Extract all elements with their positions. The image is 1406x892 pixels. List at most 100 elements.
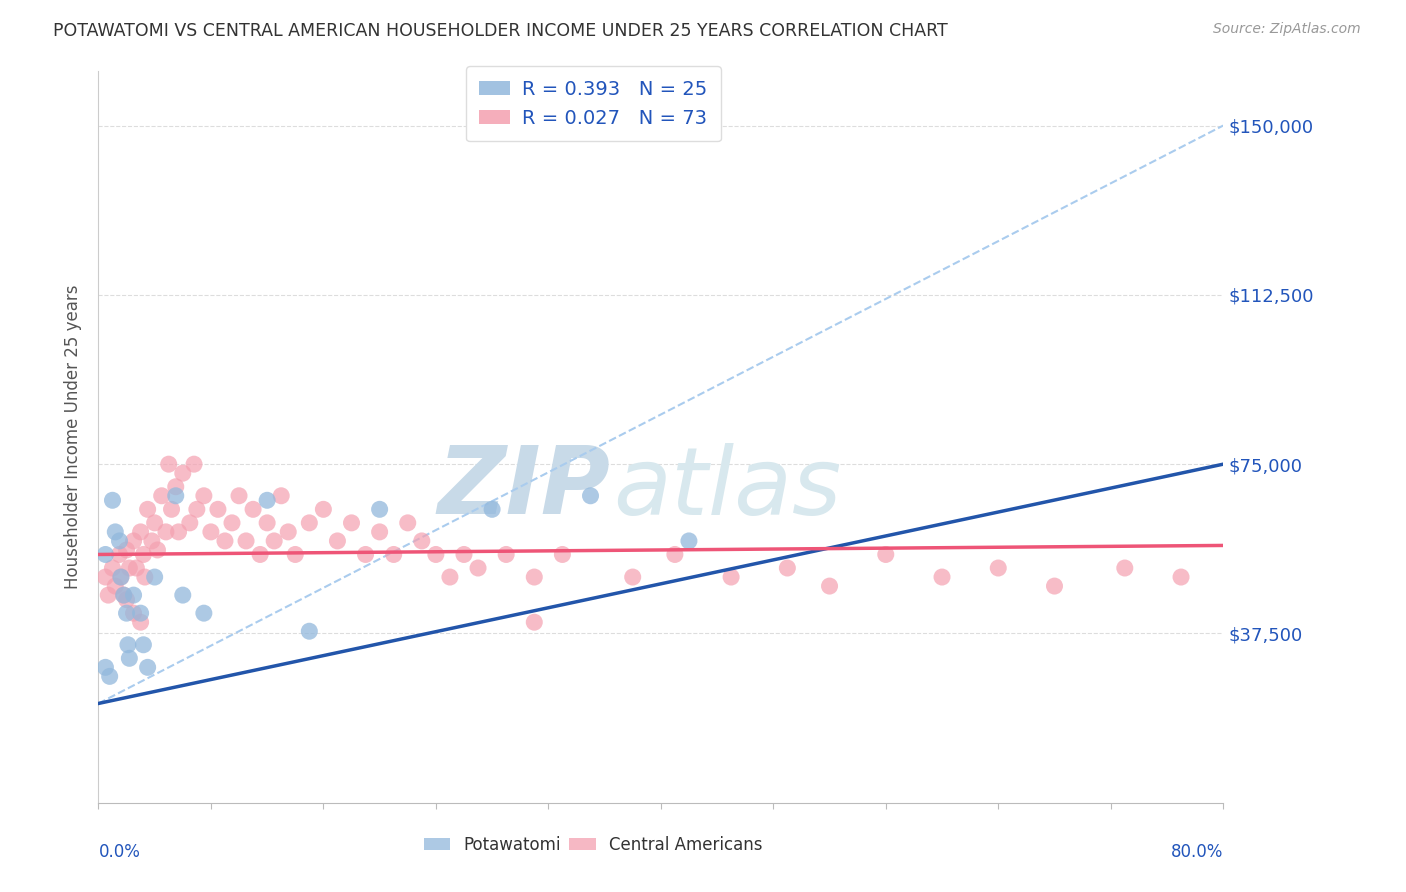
Point <box>183 457 205 471</box>
Point <box>108 548 131 562</box>
Point <box>678 533 700 548</box>
Point <box>312 502 335 516</box>
Point <box>579 489 602 503</box>
Point <box>221 516 243 530</box>
Point <box>115 592 138 607</box>
Point <box>249 548 271 562</box>
Point <box>143 516 166 530</box>
Point <box>112 588 135 602</box>
Point <box>117 638 139 652</box>
Point <box>94 548 117 562</box>
Point <box>298 516 321 530</box>
Point <box>97 588 120 602</box>
Point <box>551 548 574 562</box>
Point <box>122 588 145 602</box>
Point <box>207 502 229 516</box>
Point <box>776 561 799 575</box>
Point <box>165 489 187 503</box>
Point <box>110 570 132 584</box>
Point <box>495 548 517 562</box>
Point <box>1170 570 1192 584</box>
Point <box>125 561 148 575</box>
Point <box>157 457 180 471</box>
Point <box>132 638 155 652</box>
Point <box>326 533 349 548</box>
Point <box>720 570 742 584</box>
Point <box>664 548 686 562</box>
Point <box>200 524 222 539</box>
Point <box>298 624 321 639</box>
Point <box>256 493 278 508</box>
Point <box>98 669 121 683</box>
Point <box>523 570 546 584</box>
Point <box>172 588 194 602</box>
Point <box>411 533 433 548</box>
Point <box>118 561 141 575</box>
Point <box>160 502 183 516</box>
Point <box>875 548 897 562</box>
Point <box>396 516 419 530</box>
Point <box>621 570 644 584</box>
Point <box>467 561 489 575</box>
Point <box>108 533 131 548</box>
Point <box>129 615 152 630</box>
Point <box>368 502 391 516</box>
Point <box>425 548 447 562</box>
Point <box>193 606 215 620</box>
Point <box>94 660 117 674</box>
Point <box>101 493 124 508</box>
Point <box>931 570 953 584</box>
Point <box>354 548 377 562</box>
Point <box>146 543 169 558</box>
Point <box>193 489 215 503</box>
Text: ZIP: ZIP <box>437 442 610 534</box>
Point <box>270 489 292 503</box>
Point <box>134 570 156 584</box>
Point <box>132 548 155 562</box>
Text: 0.0%: 0.0% <box>98 843 141 861</box>
Point <box>263 533 285 548</box>
Point <box>214 533 236 548</box>
Point <box>115 543 138 558</box>
Text: atlas: atlas <box>613 442 842 533</box>
Y-axis label: Householder Income Under 25 years: Householder Income Under 25 years <box>65 285 83 590</box>
Text: 80.0%: 80.0% <box>1171 843 1223 861</box>
Point <box>118 651 141 665</box>
Point <box>340 516 363 530</box>
Point <box>1043 579 1066 593</box>
Point <box>235 533 257 548</box>
Point <box>368 524 391 539</box>
Point <box>284 548 307 562</box>
Point <box>129 524 152 539</box>
Point <box>104 524 127 539</box>
Point <box>155 524 177 539</box>
Point <box>110 570 132 584</box>
Point <box>143 570 166 584</box>
Point <box>523 615 546 630</box>
Text: Source: ZipAtlas.com: Source: ZipAtlas.com <box>1213 22 1361 37</box>
Point <box>136 660 159 674</box>
Point <box>277 524 299 539</box>
Point <box>104 579 127 593</box>
Point <box>382 548 405 562</box>
Text: POTAWATOMI VS CENTRAL AMERICAN HOUSEHOLDER INCOME UNDER 25 YEARS CORRELATION CHA: POTAWATOMI VS CENTRAL AMERICAN HOUSEHOLD… <box>53 22 948 40</box>
Point <box>186 502 208 516</box>
Point <box>172 466 194 480</box>
Point <box>122 533 145 548</box>
Point <box>987 561 1010 575</box>
Point <box>256 516 278 530</box>
Point <box>94 570 117 584</box>
Point <box>228 489 250 503</box>
Point <box>1114 561 1136 575</box>
Point <box>122 606 145 620</box>
Legend: Potawatomi, Central Americans: Potawatomi, Central Americans <box>418 829 769 860</box>
Point <box>179 516 201 530</box>
Point <box>141 533 163 548</box>
Point <box>136 502 159 516</box>
Point <box>165 480 187 494</box>
Point <box>242 502 264 516</box>
Point <box>167 524 190 539</box>
Point <box>101 561 124 575</box>
Point <box>115 606 138 620</box>
Point <box>439 570 461 584</box>
